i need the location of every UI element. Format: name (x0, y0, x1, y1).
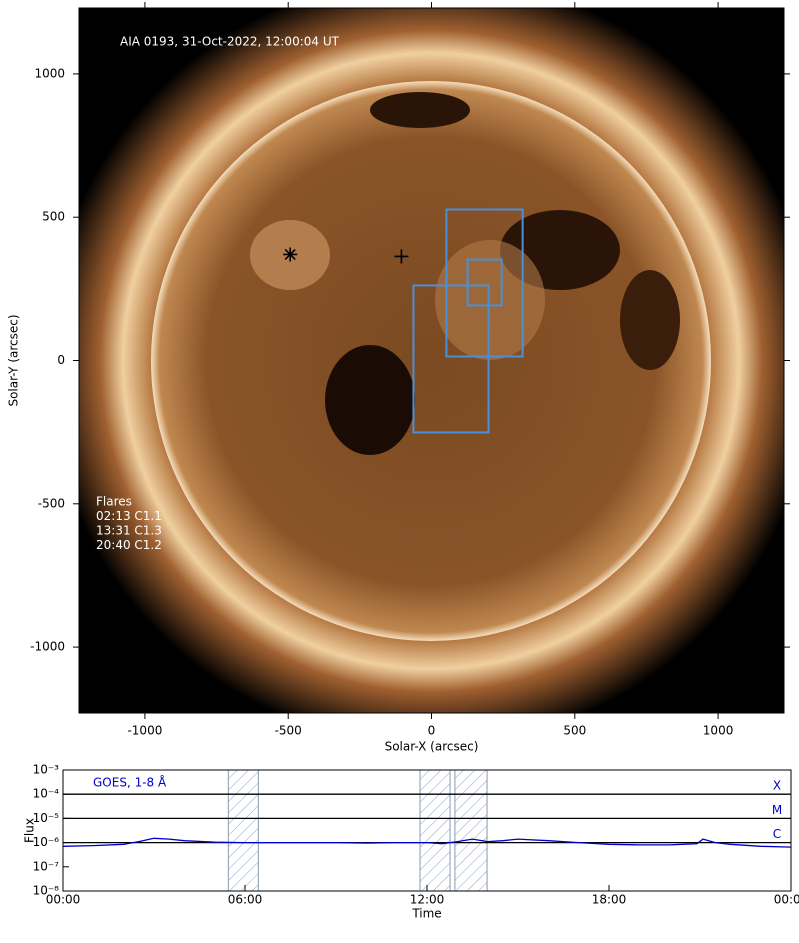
x-tick-label: -1000 (127, 724, 162, 738)
annotation: 13:31 C1.3 (96, 524, 162, 538)
bottom-panel: XMC00:0006:0012:0018:0000:0010⁻⁸10⁻⁷10⁻⁶… (23, 763, 799, 921)
y-tick-label: 10⁻⁵ (33, 811, 60, 825)
sun-image (46, 0, 799, 746)
y-tick-label: 10⁻⁶ (33, 835, 60, 849)
x-tick-label: 18:00 (592, 893, 627, 907)
y-axis-label: Flux (23, 818, 37, 843)
chart-title: GOES, 1-8 Å (93, 775, 167, 790)
x-axis-label: Time (411, 907, 441, 921)
annotation: Flares (96, 495, 132, 509)
y-tick-label: 10⁻³ (33, 763, 60, 777)
y-tick-label: 10⁻⁴ (33, 787, 60, 801)
y-tick-label: 500 (42, 210, 65, 224)
x-tick-label: 500 (563, 724, 586, 738)
hatched-span (455, 770, 487, 891)
hatched-span (228, 770, 258, 891)
y-tick-label: -500 (38, 496, 65, 510)
image-title: AIA 0193, 31-Oct-2022, 12:00:04 UT (120, 35, 340, 49)
threshold-label: C (773, 827, 781, 841)
annotation: 02:13 C1.1 (96, 509, 162, 523)
marker (283, 247, 297, 261)
x-tick-label: 00:00 (774, 893, 799, 907)
x-tick-label: 06:00 (228, 893, 263, 907)
x-tick-label: 1000 (703, 724, 734, 738)
threshold-label: X (773, 779, 781, 793)
threshold-label: M (772, 803, 782, 817)
y-tick-label: 1000 (34, 66, 65, 80)
x-tick-label: -500 (275, 724, 302, 738)
x-tick-label: 12:00 (410, 893, 445, 907)
y-axis-label: Solar-Y (arcsec) (7, 314, 21, 406)
y-tick-label: 10⁻⁷ (33, 859, 60, 873)
y-tick-label: 10⁻⁸ (33, 884, 60, 898)
x-axis-label: Solar-X (arcsec) (385, 740, 479, 754)
x-tick-label: 0 (428, 724, 436, 738)
hatched-span (420, 770, 450, 891)
y-tick-label: -1000 (30, 640, 65, 654)
y-tick-label: 0 (57, 353, 65, 367)
annotation: 20:40 C1.2 (96, 538, 162, 552)
